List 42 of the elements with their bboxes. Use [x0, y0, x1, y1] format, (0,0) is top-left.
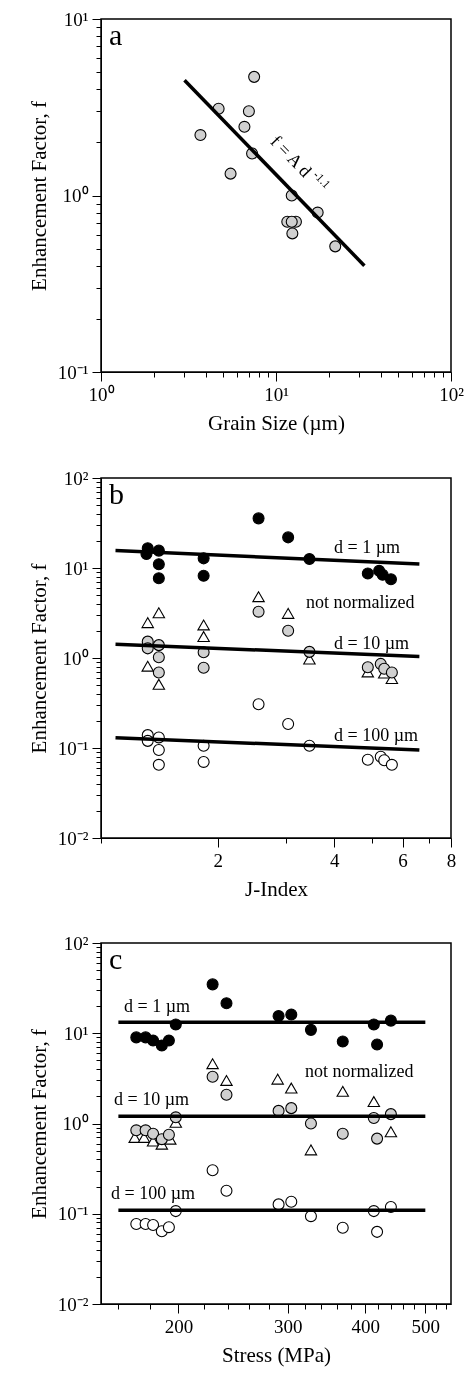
y-tick-label: 10⁰ — [62, 647, 89, 669]
y-axis-title: Enhancement Factor, f — [26, 101, 51, 291]
annotation: c — [109, 942, 123, 975]
y-tick-label: 10⁻² — [57, 1293, 89, 1315]
annotation: d = 10 µm — [334, 633, 410, 653]
y-tick-label: 10⁰ — [62, 185, 89, 206]
x-axis-title: J-Index — [245, 876, 309, 901]
x-axis-title: Stress (MPa) — [221, 1342, 332, 1367]
y-tick-label: 10² — [63, 932, 89, 954]
y-tick-label: 10¹ — [63, 1022, 89, 1044]
annotation: f = A d-1.1 — [266, 131, 334, 192]
y-tick-label: 10⁰ — [62, 1113, 89, 1134]
annotation: not normalized — [305, 1061, 414, 1081]
y-tick-label: 10⁻¹ — [57, 361, 89, 383]
y-axis-title: Enhancement Factor, f — [26, 1029, 51, 1219]
x-tick-label: 10¹ — [264, 383, 290, 405]
x-tick-label: 10² — [439, 383, 465, 405]
y-tick-label: 10⁻¹ — [57, 1203, 89, 1225]
y-tick-label: 10⁻² — [57, 827, 89, 849]
y-axis-title: Enhancement Factor, f — [26, 563, 51, 754]
x-tick-label: 2 — [213, 849, 223, 871]
x-tick-label: 200 — [164, 1315, 194, 1337]
x-axis-title: Grain Size (µm) — [208, 410, 345, 435]
x-tick-label: 10⁰ — [88, 383, 115, 405]
x-tick-label: 500 — [411, 1315, 441, 1337]
annotation: b — [109, 477, 124, 510]
y-tick-label: 10¹ — [63, 557, 89, 579]
y-tick-label: 10² — [63, 467, 89, 489]
annotation: d = 100 µm — [111, 1183, 196, 1203]
y-tick-label: 10⁻¹ — [57, 737, 89, 759]
x-tick-label: 300 — [273, 1315, 303, 1337]
x-tick-label: 6 — [398, 849, 408, 871]
annotation: d = 1 µm — [334, 537, 401, 557]
annotation: d = 10 µm — [114, 1089, 190, 1109]
annotation: d = 100 µm — [334, 725, 419, 745]
x-tick-label: 8 — [446, 849, 457, 871]
annotation: a — [109, 18, 123, 51]
y-tick-label: 10¹ — [63, 8, 89, 30]
annotation: d = 1 µm — [124, 996, 191, 1016]
x-tick-label: 4 — [330, 849, 341, 871]
x-tick-label: 400 — [351, 1315, 380, 1337]
annotation: not normalized — [306, 592, 415, 612]
